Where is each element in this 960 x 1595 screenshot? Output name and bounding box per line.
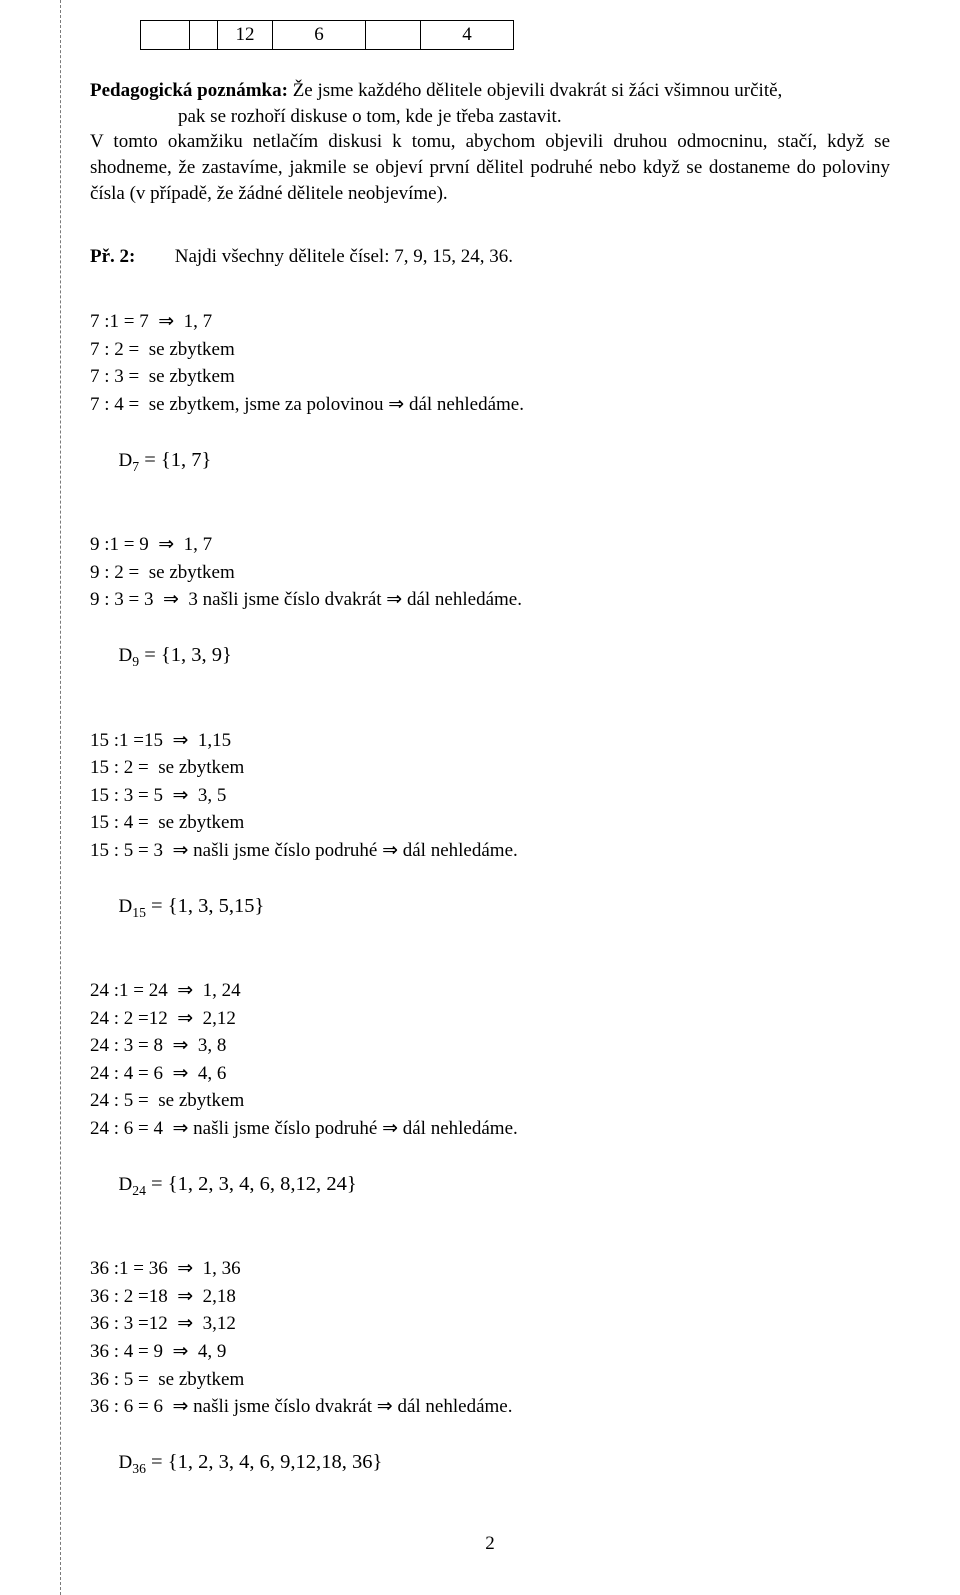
divisor-block-24: 24 :1 = 24 ⇒ 1, 24 24 : 2 =12 ⇒ 2,12 24 … [90, 977, 890, 1227]
math-line: 15 : 4 = se zbytkem [90, 809, 890, 837]
table-cell: 12 [218, 21, 273, 50]
math-line: 36 : 3 =12 ⇒ 3,12 [90, 1310, 890, 1338]
divisor-block-36: 36 :1 = 36 ⇒ 1, 36 36 : 2 =18 ⇒ 2,18 36 … [90, 1255, 890, 1505]
note-text: Že jsme každého dělitele objevili dvakrá… [293, 80, 783, 101]
set-values: = {1, 7} [139, 449, 211, 471]
math-line: 15 : 5 = 3 ⇒ našli jsme číslo podruhé ⇒ … [90, 837, 890, 865]
math-line: 7 : 2 = se zbytkem [90, 336, 890, 364]
top-table: 12 6 4 [140, 20, 514, 50]
divisor-block-15: 15 :1 =15 ⇒ 1,15 15 : 2 = se zbytkem 15 … [90, 727, 890, 950]
math-line: 24 : 2 =12 ⇒ 2,12 [90, 1005, 890, 1033]
set-D: D [119, 896, 133, 917]
table-row: 12 6 4 [141, 21, 514, 50]
table-cell: 6 [273, 21, 366, 50]
math-line: 7 : 4 = se zbytkem, jsme za polovinou ⇒ … [90, 391, 890, 419]
left-margin-rule [60, 0, 61, 1595]
set-subscript: 24 [132, 1183, 146, 1198]
math-line: 9 : 3 = 3 ⇒ 3 našli jsme číslo dvakrát ⇒… [90, 586, 890, 614]
math-line: 36 : 6 = 6 ⇒ našli jsme číslo dvakrát ⇒ … [90, 1393, 890, 1421]
math-line: 24 : 6 = 4 ⇒ našli jsme číslo podruhé ⇒ … [90, 1115, 890, 1143]
math-line: 24 :1 = 24 ⇒ 1, 24 [90, 977, 890, 1005]
set-values: = {1, 2, 3, 4, 6, 9,12,18, 36} [146, 1451, 382, 1473]
divisor-set: D9 = {1, 3, 9} [90, 614, 890, 699]
table-cell [141, 21, 190, 50]
note-label: Pedagogická poznámka: [90, 80, 288, 101]
set-D: D [119, 1452, 133, 1473]
math-line: 9 : 2 = se zbytkem [90, 559, 890, 587]
divisor-block-7: 7 :1 = 7 ⇒ 1, 7 7 : 2 = se zbytkem 7 : 3… [90, 308, 890, 503]
exercise-label: Př. 2: [90, 246, 170, 268]
math-line: 7 :1 = 7 ⇒ 1, 7 [90, 308, 890, 336]
divisor-block-9: 9 :1 = 9 ⇒ 1, 7 9 : 2 = se zbytkem 9 : 3… [90, 531, 890, 698]
set-subscript: 36 [132, 1461, 146, 1476]
set-D: D [119, 450, 133, 471]
math-line: 7 : 3 = se zbytkem [90, 363, 890, 391]
exercise-header: Př. 2: Najdi všechny dělitele čísel: 7, … [90, 246, 890, 268]
divisor-set: D24 = {1, 2, 3, 4, 6, 8,12, 24} [90, 1143, 890, 1228]
set-values: = {1, 3, 9} [139, 644, 232, 666]
set-D: D [119, 645, 133, 666]
math-line: 15 : 3 = 5 ⇒ 3, 5 [90, 782, 890, 810]
exercise-text: Najdi všechny dělitele čísel: 7, 9, 15, … [175, 246, 513, 267]
table-cell [190, 21, 218, 50]
table-cell: 4 [421, 21, 514, 50]
math-line: 9 :1 = 9 ⇒ 1, 7 [90, 531, 890, 559]
set-values: = {1, 3, 5,15} [146, 895, 264, 917]
set-D: D [119, 1174, 133, 1195]
divisor-set: D36 = {1, 2, 3, 4, 6, 9,12,18, 36} [90, 1421, 890, 1506]
table-cell [366, 21, 421, 50]
math-line: 15 :1 =15 ⇒ 1,15 [90, 727, 890, 755]
set-subscript: 15 [132, 905, 146, 920]
math-line: 24 : 3 = 8 ⇒ 3, 8 [90, 1032, 890, 1060]
math-line: 24 : 4 = 6 ⇒ 4, 6 [90, 1060, 890, 1088]
math-line: 24 : 5 = se zbytkem [90, 1087, 890, 1115]
divisor-set: D15 = {1, 3, 5,15} [90, 864, 890, 949]
math-line: 36 : 2 =18 ⇒ 2,18 [90, 1283, 890, 1311]
note-text-hang: pak se rozhoří diskuse o tom, kde je tře… [90, 104, 890, 130]
math-line: 15 : 2 = se zbytkem [90, 754, 890, 782]
set-values: = {1, 2, 3, 4, 6, 8,12, 24} [146, 1173, 357, 1195]
math-line: 36 : 5 = se zbytkem [90, 1366, 890, 1394]
math-line: 36 :1 = 36 ⇒ 1, 36 [90, 1255, 890, 1283]
divisor-set: D7 = {1, 7} [90, 418, 890, 503]
math-line: 36 : 4 = 9 ⇒ 4, 9 [90, 1338, 890, 1366]
page-number: 2 [90, 1533, 890, 1555]
note-text-cont: V tomto okamžiku netlačím diskusi k tomu… [90, 131, 890, 203]
pedagogical-note: Pedagogická poznámka: Že jsme každého dě… [90, 78, 890, 206]
